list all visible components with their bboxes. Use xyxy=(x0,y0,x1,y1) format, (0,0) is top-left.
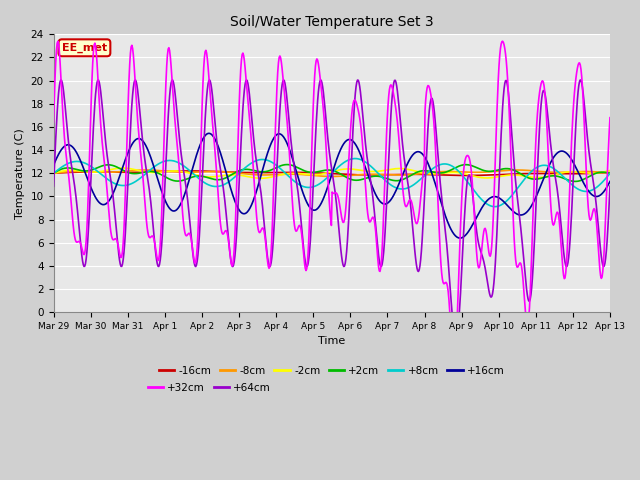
Legend: +32cm, +64cm: +32cm, +64cm xyxy=(143,378,275,397)
Y-axis label: Temperature (C): Temperature (C) xyxy=(15,128,25,218)
X-axis label: Time: Time xyxy=(318,336,346,347)
Text: EE_met: EE_met xyxy=(62,43,107,53)
Title: Soil/Water Temperature Set 3: Soil/Water Temperature Set 3 xyxy=(230,15,433,29)
